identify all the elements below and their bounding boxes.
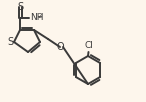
Text: 2: 2 bbox=[38, 13, 42, 19]
Text: S: S bbox=[7, 37, 14, 47]
Text: O: O bbox=[56, 42, 64, 52]
Text: Cl: Cl bbox=[85, 41, 93, 50]
Text: NH: NH bbox=[30, 13, 44, 23]
Text: S: S bbox=[17, 2, 23, 12]
